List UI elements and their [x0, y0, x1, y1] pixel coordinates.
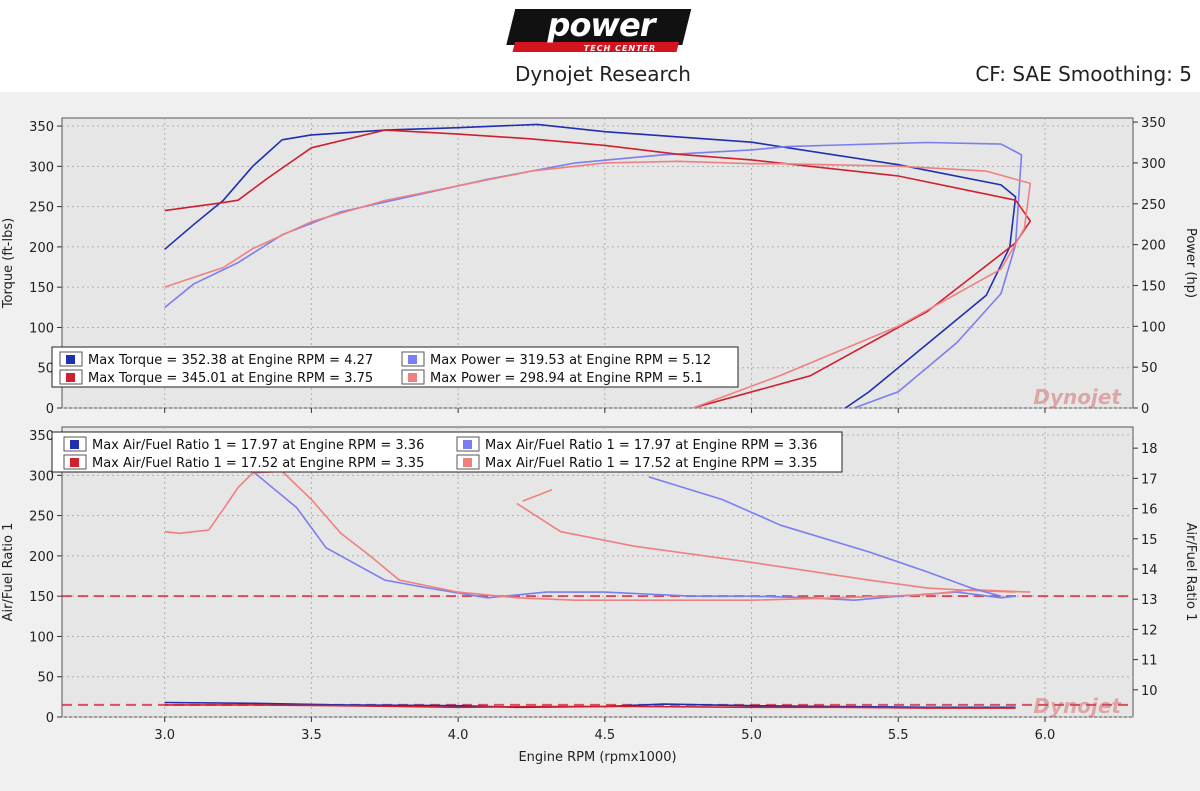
logo-text: power [547, 6, 658, 44]
y-tick-label: 150 [29, 590, 54, 605]
legend-swatch [408, 373, 417, 382]
y2-tick-label: 300 [1141, 157, 1166, 172]
logo-subtext: TECH CENTER [584, 44, 656, 53]
power-legend: Max Torque = 352.38 at Engine RPM = 4.27… [51, 346, 739, 388]
y2-tick-label: 17 [1141, 472, 1158, 487]
afr-series-line [522, 489, 553, 502]
dynojet-watermark: Dynojet [1033, 385, 1122, 409]
legend-label: Max Torque = 352.38 at Engine RPM = 4.27 [88, 353, 373, 368]
dynojet-watermark: Dynojet [1033, 694, 1122, 718]
y2-tick-label: 12 [1141, 623, 1158, 638]
legend-swatch [66, 355, 75, 364]
legend-label: Max Torque = 345.01 at Engine RPM = 3.75 [88, 371, 373, 386]
legend-label: Max Air/Fuel Ratio 1 = 17.52 at Engine R… [485, 456, 817, 471]
legend-swatch [463, 458, 472, 467]
y-tick-label: 50 [37, 362, 54, 377]
afr-series-line [164, 470, 1031, 602]
y-tick-label: 250 [29, 201, 54, 216]
power-series-line [164, 123, 1017, 408]
y2-tick-label: 0 [1141, 402, 1149, 417]
power-y2-axis-label: Power (hp) [1183, 228, 1198, 298]
y2-tick-label: 14 [1141, 563, 1158, 578]
y-tick-label: 300 [29, 469, 54, 484]
legend-swatch [70, 440, 79, 449]
y-tick-label: 150 [29, 281, 54, 296]
afr-legend: Max Air/Fuel Ratio 1 = 17.97 at Engine R… [51, 431, 843, 473]
afr-series-line [516, 502, 1016, 593]
y-tick-label: 300 [29, 160, 54, 175]
afr-series-line [164, 704, 1016, 709]
y-tick-label: 0 [46, 402, 54, 417]
legend-box [51, 431, 843, 473]
x-tick-label: 3.0 [154, 728, 175, 743]
x-axis-label: Engine RPM (rpmx1000) [518, 750, 676, 765]
afr-panel: Dynojet 0 50 100 150 200 250 300 350 10 11 12 13 14 15… [1, 426, 1198, 765]
correction-factor-label: CF: SAE Smoothing: 5 [975, 62, 1192, 86]
y-tick-label: 200 [29, 241, 54, 256]
x-tick-label: 4.5 [594, 728, 615, 743]
y2-tick-label: 350 [1141, 116, 1166, 131]
x-tick-label: 4.0 [448, 728, 469, 743]
y-tick-label: 350 [29, 120, 54, 135]
y2-tick-label: 15 [1141, 533, 1158, 548]
afr-y2-axis-label: Air/Fuel Ratio 1 [1183, 523, 1198, 622]
y-tick-label: 350 [29, 429, 54, 444]
y2-tick-label: 150 [1141, 279, 1166, 294]
y2-tick-label: 200 [1141, 239, 1166, 254]
legend-swatch [66, 373, 75, 382]
x-tick-label: 5.0 [741, 728, 762, 743]
afr-y-axis-label: Air/Fuel Ratio 1 [1, 523, 16, 622]
x-tick-label: 6.0 [1035, 728, 1056, 743]
power-tech-center-logo: power TECH CENTER [506, 6, 692, 53]
y-tick-label: 100 [29, 630, 54, 645]
y2-tick-label: 18 [1141, 442, 1158, 457]
legend-swatch [408, 355, 417, 364]
legend-label: Max Air/Fuel Ratio 1 = 17.52 at Engine R… [92, 456, 424, 471]
y2-tick-label: 10 [1141, 684, 1158, 699]
y2-tick-label: 11 [1141, 654, 1158, 669]
y2-tick-label: 50 [1141, 361, 1158, 376]
legend-label: Max Air/Fuel Ratio 1 = 17.97 at Engine R… [485, 438, 817, 453]
y-tick-label: 0 [46, 711, 54, 726]
report-title: Dynojet Research [515, 62, 691, 86]
y-tick-label: 100 [29, 321, 54, 336]
y-tick-label: 250 [29, 510, 54, 525]
y2-tick-label: 13 [1141, 593, 1158, 608]
legend-label: Max Air/Fuel Ratio 1 = 17.97 at Engine R… [92, 438, 424, 453]
x-tick-label: 3.5 [301, 728, 322, 743]
y-tick-label: 200 [29, 550, 54, 565]
power-y-axis-label: Torque (ft-lbs) [1, 218, 16, 309]
afr-series-line [648, 476, 1002, 597]
x-tick-label: 5.5 [888, 728, 909, 743]
legend-label: Max Power = 319.53 at Engine RPM = 5.12 [430, 353, 711, 368]
power-series-line [164, 160, 1032, 408]
y2-tick-label: 16 [1141, 503, 1158, 518]
legend-swatch [463, 440, 472, 449]
legend-label: Max Power = 298.94 at Engine RPM = 5.1 [430, 371, 703, 386]
y-tick-label: 50 [37, 671, 54, 686]
legend-box [51, 346, 739, 388]
y2-tick-label: 250 [1141, 198, 1166, 213]
y2-tick-label: 100 [1141, 320, 1166, 335]
legend-swatch [70, 458, 79, 467]
power-panel: Dynojet 0 50 100 150 200 250 300 350 0 50 100 150 200… [1, 116, 1198, 417]
